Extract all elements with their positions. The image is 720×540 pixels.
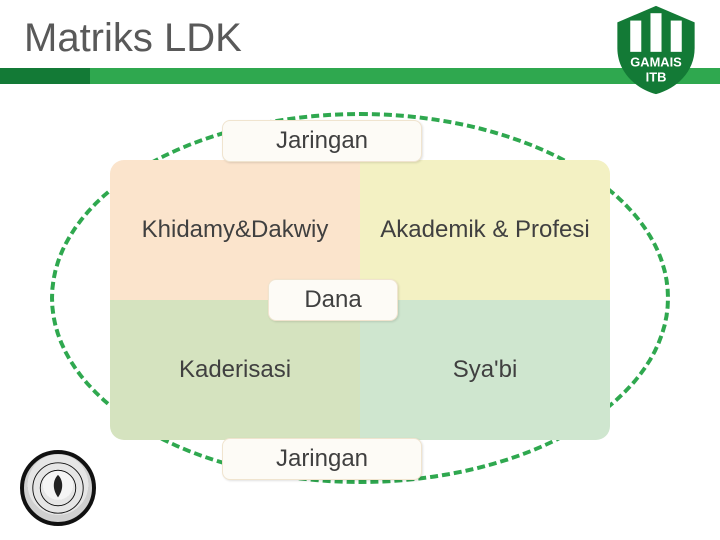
pill-dana: Dana	[268, 279, 398, 321]
cell-akademik-profesi: Akademik & Profesi	[360, 160, 610, 300]
pill-jaringan-bottom: Jaringan	[222, 438, 422, 480]
page-title: Matriks LDK	[24, 16, 242, 61]
logo-text-1: GAMAIS	[630, 55, 682, 70]
logo-text-2: ITB	[646, 69, 667, 84]
cell-kaderisasi: Kaderisasi	[110, 300, 360, 440]
itb-seal-icon	[20, 450, 96, 526]
gamais-itb-logo: GAMAIS ITB	[608, 4, 704, 96]
header-bar-dark	[0, 68, 90, 84]
cell-syabi: Sya'bi	[360, 300, 610, 440]
pill-jaringan-top: Jaringan	[222, 120, 422, 162]
